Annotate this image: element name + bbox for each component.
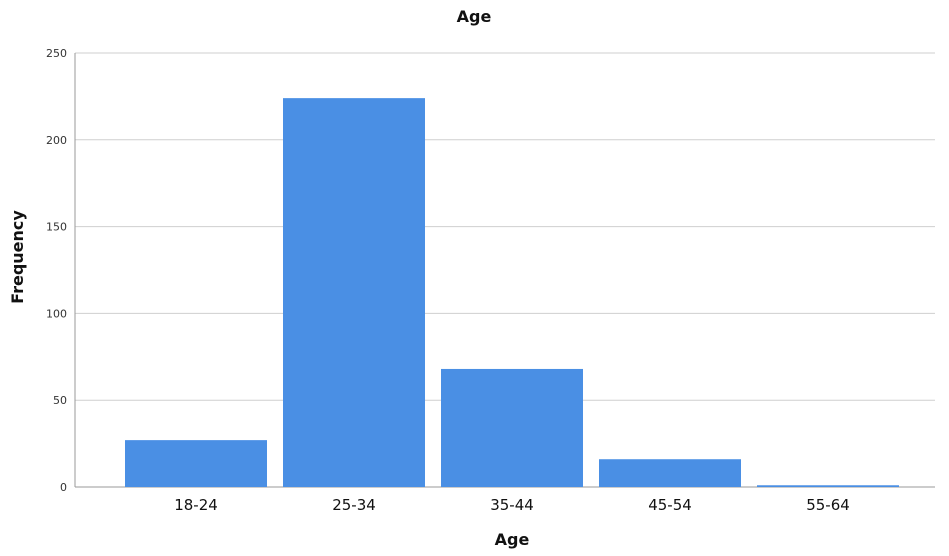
y-axis-ticks: 0 50 100 150 200 250 [46,47,67,494]
bar-25-34 [283,98,425,488]
y-axis-title: Frequency [8,210,27,304]
x-tick-label: 18-24 [174,496,218,514]
y-tick-label: 150 [46,221,67,234]
bar-35-44 [441,368,583,487]
y-tick-label: 100 [46,307,67,320]
bar-55-64 [757,485,899,487]
x-tick-label: 35-44 [490,496,534,514]
chart-title: Age [457,7,492,26]
x-axis-ticks: 18-24 25-34 35-44 45-54 55-64 [174,496,850,514]
y-tick-label: 200 [46,134,67,147]
bars-layer [125,98,899,488]
y-tick-label: 50 [53,394,67,407]
x-axis-title: Age [495,530,530,549]
x-tick-label: 45-54 [648,496,692,514]
y-tick-label: 0 [60,481,67,494]
y-tick-label: 250 [46,47,67,60]
x-tick-label: 25-34 [332,496,376,514]
bar-45-54 [599,459,741,487]
bar-18-24 [125,440,267,487]
x-tick-label: 55-64 [806,496,850,514]
